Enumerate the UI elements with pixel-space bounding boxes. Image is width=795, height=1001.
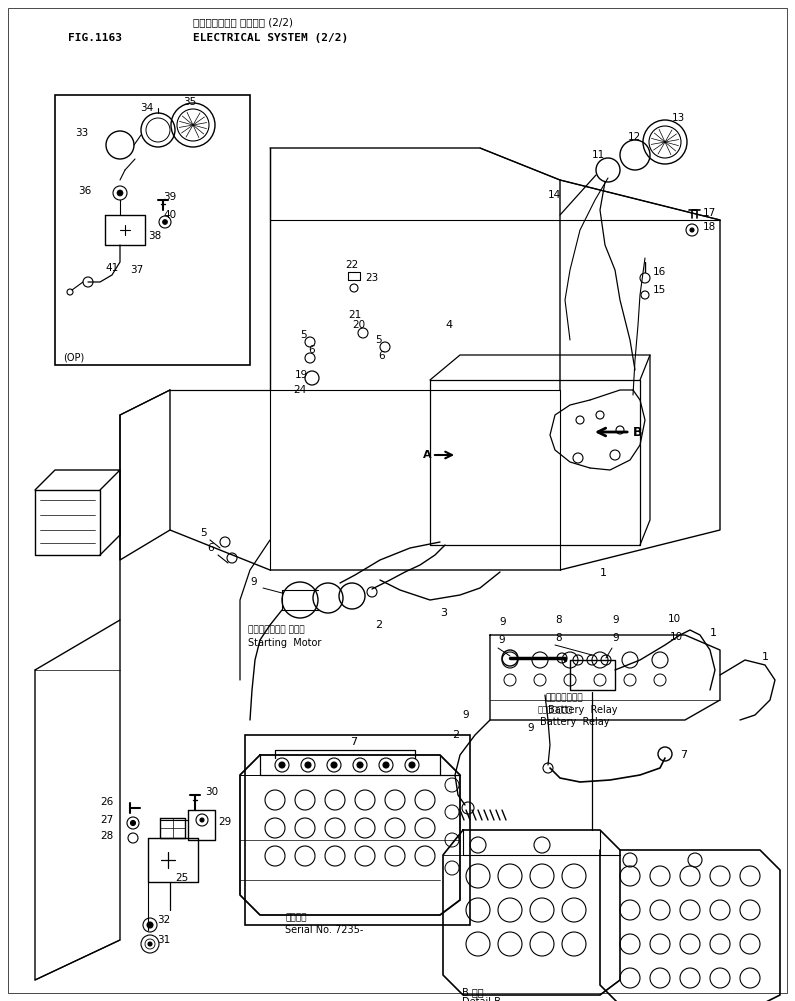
- Text: 6: 6: [378, 351, 385, 361]
- Circle shape: [200, 818, 204, 822]
- Text: 5: 5: [200, 528, 207, 538]
- Circle shape: [409, 762, 415, 768]
- Text: エレクトリカル システム (2/2): エレクトリカル システム (2/2): [193, 17, 293, 27]
- Text: Battery  Relay: Battery Relay: [548, 705, 618, 715]
- Text: 11: 11: [592, 150, 605, 160]
- Text: 30: 30: [205, 787, 218, 797]
- Text: スターティング モータ: スターティング モータ: [248, 626, 304, 635]
- Text: 10: 10: [668, 614, 681, 624]
- Circle shape: [162, 219, 168, 224]
- Bar: [245, 735, 470, 925]
- Text: 5: 5: [375, 335, 382, 345]
- Text: Starting  Motor: Starting Motor: [248, 638, 321, 648]
- Text: 27: 27: [100, 815, 113, 825]
- Text: 9: 9: [250, 577, 257, 587]
- Text: 29: 29: [218, 817, 231, 827]
- Text: 37: 37: [130, 265, 143, 275]
- Text: 9: 9: [527, 723, 533, 733]
- Text: 6: 6: [308, 345, 315, 355]
- Text: バッテリリレー: バッテリリレー: [538, 706, 573, 715]
- Text: 26: 26: [100, 797, 113, 807]
- Circle shape: [117, 190, 123, 196]
- Text: 2: 2: [375, 620, 382, 630]
- Text: 14: 14: [548, 190, 561, 200]
- Text: 32: 32: [157, 915, 170, 925]
- Text: 7: 7: [680, 750, 687, 760]
- Text: 適用番号: 適用番号: [285, 914, 307, 923]
- Text: 2: 2: [452, 730, 460, 740]
- Text: 15: 15: [653, 285, 666, 295]
- Text: 22: 22: [345, 260, 359, 270]
- Text: 20: 20: [352, 320, 365, 330]
- Circle shape: [331, 762, 337, 768]
- Text: 35: 35: [183, 97, 196, 107]
- Text: 19: 19: [295, 370, 308, 380]
- Circle shape: [690, 228, 694, 232]
- Text: 38: 38: [148, 231, 161, 241]
- Text: FIG.1163: FIG.1163: [68, 33, 122, 43]
- Text: A: A: [423, 450, 432, 460]
- Circle shape: [357, 762, 363, 768]
- Text: 16: 16: [653, 267, 666, 277]
- Text: 34: 34: [140, 103, 153, 113]
- Text: 36: 36: [78, 186, 91, 196]
- Text: 6: 6: [207, 543, 214, 553]
- Text: 33: 33: [75, 128, 88, 138]
- Text: 23: 23: [365, 273, 378, 283]
- Text: 13: 13: [672, 113, 685, 123]
- Text: 25: 25: [175, 873, 188, 883]
- Text: 31: 31: [157, 935, 170, 945]
- Text: 1: 1: [600, 568, 607, 578]
- Text: 9: 9: [612, 633, 619, 643]
- Text: 9: 9: [462, 710, 468, 720]
- Text: 1: 1: [710, 628, 717, 638]
- Text: 18: 18: [703, 222, 716, 232]
- Circle shape: [305, 762, 311, 768]
- Text: ELECTRICAL SYSTEM (2/2): ELECTRICAL SYSTEM (2/2): [193, 33, 348, 43]
- Text: 9: 9: [498, 635, 505, 645]
- Circle shape: [148, 942, 152, 946]
- Text: 39: 39: [163, 192, 176, 202]
- Text: バッテリリレー: バッテリリレー: [545, 694, 583, 703]
- Text: 7: 7: [350, 737, 357, 747]
- Text: 9: 9: [499, 617, 506, 627]
- Text: 1: 1: [762, 652, 769, 662]
- Text: 12: 12: [628, 132, 642, 142]
- Text: 9: 9: [612, 615, 619, 625]
- Text: 21: 21: [348, 310, 361, 320]
- Bar: [55, 95, 250, 365]
- Circle shape: [383, 762, 389, 768]
- Text: (OP): (OP): [63, 353, 84, 363]
- Text: Battery  Relay: Battery Relay: [540, 717, 610, 727]
- Text: 17: 17: [703, 208, 716, 218]
- Text: 8: 8: [555, 633, 561, 643]
- Text: 8: 8: [555, 615, 561, 625]
- Circle shape: [147, 922, 153, 928]
- Text: 10: 10: [670, 632, 683, 642]
- Circle shape: [279, 762, 285, 768]
- Text: 3: 3: [440, 608, 447, 618]
- Text: 41: 41: [105, 263, 118, 273]
- Text: 5: 5: [300, 330, 307, 340]
- Text: B: B: [633, 425, 642, 438]
- Text: 24: 24: [293, 385, 306, 395]
- Text: 28: 28: [100, 831, 113, 841]
- Circle shape: [130, 821, 135, 826]
- Text: 4: 4: [445, 320, 452, 330]
- Text: Detail B: Detail B: [462, 997, 501, 1001]
- Text: Serial No. 7235-: Serial No. 7235-: [285, 925, 363, 935]
- Text: 40: 40: [163, 210, 176, 220]
- Text: B 詳細: B 詳細: [462, 987, 483, 997]
